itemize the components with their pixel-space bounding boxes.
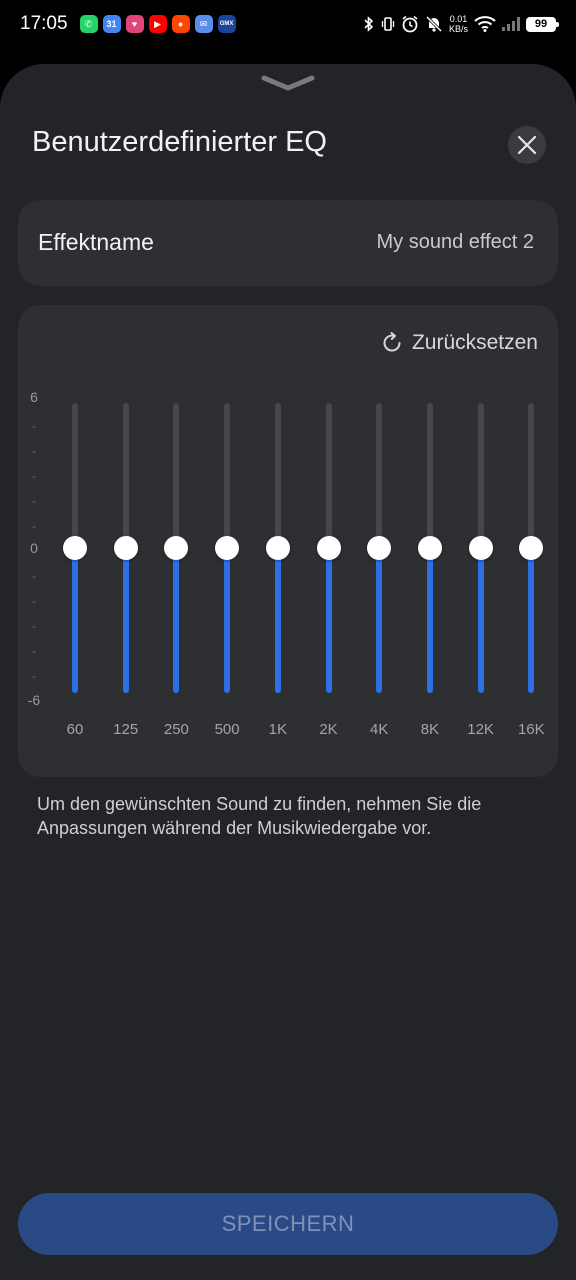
scale-tick: - (32, 444, 36, 458)
page-title: Benutzerdefinierter EQ (32, 126, 327, 158)
network-speed-unit: KB/s (448, 24, 468, 34)
battery-level: 99 (534, 18, 548, 30)
wifi-icon (474, 16, 496, 32)
vibrate-icon (381, 16, 395, 32)
signal-strength-icon (502, 17, 520, 31)
equalizer-panel: Zurücksetzen 6 0 -6 - - - - - - - - - - 60 125 250 5… (18, 305, 558, 777)
reset-label: Zurücksetzen (411, 331, 538, 354)
eq-slider-250[interactable] (156, 403, 196, 693)
status-time: 17:05 (20, 13, 68, 34)
eq-slider-60[interactable] (55, 403, 95, 693)
notification-icons: ✆ 31 ♥ ▶ ● ✉ GMX (79, 15, 236, 33)
network-speed-value: 0.01 (449, 14, 468, 24)
slider-fill (72, 548, 78, 693)
eq-slider-8k[interactable] (410, 403, 450, 693)
reset-button[interactable]: Zurücksetzen (380, 331, 538, 355)
slider-fill (122, 548, 129, 693)
alarm-icon (401, 15, 419, 33)
slider-thumb[interactable] (519, 536, 544, 560)
eq-band-label: 12K (467, 721, 494, 738)
slider-fill (224, 548, 231, 693)
eq-slider-2k[interactable] (309, 403, 349, 693)
slider-fill (528, 548, 535, 693)
scale-tick: - (32, 644, 36, 658)
slider-thumb[interactable] (316, 536, 341, 560)
scale-tick: - (32, 519, 36, 533)
slider-thumb[interactable] (468, 536, 493, 560)
heart-app-icon: ♥ (125, 15, 144, 33)
network-speed: 0.01 KB/s (449, 14, 468, 34)
eq-band-label: 4K (370, 721, 389, 738)
scale-tick: - (32, 469, 36, 483)
eq-band-label: 1K (268, 721, 287, 738)
eq-band-label: 500 (214, 721, 240, 738)
eq-band-label: 250 (163, 721, 189, 738)
slider-thumb[interactable] (63, 536, 87, 560)
slider-thumb[interactable] (164, 536, 189, 560)
scale-tick: - (32, 419, 36, 433)
gmx-icon: GMX (217, 15, 236, 33)
scale-zero-label: 0 (30, 540, 38, 556)
slider-fill (426, 548, 433, 693)
eq-slider-125[interactable] (106, 403, 146, 693)
eq-band-label: 125 (113, 721, 139, 738)
close-icon (517, 135, 537, 155)
status-bar: 17:05 ✆ 31 ♥ ▶ ● ✉ GMX 0.01 KB/s (0, 0, 576, 48)
chevron-down-icon[interactable] (258, 72, 318, 94)
eq-slider-500[interactable] (207, 403, 247, 693)
scale-max-label: 6 (30, 389, 38, 405)
eq-band-label: 60 (66, 721, 84, 738)
battery-icon: 99 (526, 16, 559, 32)
eq-slider-16k[interactable] (511, 403, 551, 693)
effect-name-label: Effektname (38, 229, 154, 255)
hint-text: Um den gewünschten Sound zu finden, nehm… (37, 794, 482, 838)
effect-name-value: My sound effect 2 (376, 231, 535, 253)
mail-icon: ✉ (194, 15, 213, 33)
scale-tick: - (32, 669, 36, 683)
slider-fill (325, 548, 332, 693)
scale-tick: - (32, 619, 36, 633)
eq-band-label: 2K (319, 721, 338, 738)
slider-fill (477, 548, 484, 693)
eq-band-label: 8K (420, 721, 440, 738)
slider-thumb[interactable] (215, 536, 240, 560)
whatsapp-icon: ✆ (79, 15, 98, 33)
slider-fill (274, 548, 281, 693)
bluetooth-icon (363, 16, 375, 32)
slider-thumb[interactable] (113, 536, 138, 560)
scale-min-label: -6 (27, 692, 41, 708)
effect-name-row[interactable]: Effektname My sound effect 2 (18, 200, 558, 286)
calendar-icon: 31 (102, 15, 121, 33)
eq-slider-4k[interactable] (359, 403, 399, 693)
scale-tick: - (32, 569, 36, 583)
eq-band-label: 16K (517, 721, 545, 738)
save-button[interactable]: SPEICHERN (18, 1193, 558, 1255)
scale-tick: - (32, 494, 36, 508)
slider-thumb[interactable] (367, 536, 392, 560)
slider-fill (173, 548, 180, 693)
eq-slider-1k[interactable] (258, 403, 298, 693)
slider-thumb[interactable] (265, 536, 290, 560)
reset-icon (383, 332, 401, 352)
scale-tick: - (32, 594, 36, 608)
slider-fill (376, 548, 383, 693)
mute-notification-icon (425, 15, 443, 33)
eq-bottom-sheet: Benutzerdefinierter EQ Effektname My sou… (0, 64, 576, 1280)
slider-thumb[interactable] (417, 536, 442, 560)
status-right: 0.01 KB/s 99 (363, 14, 559, 34)
reddit-icon: ● (171, 15, 190, 33)
youtube-icon: ▶ (148, 15, 167, 33)
close-button[interactable] (508, 126, 546, 164)
eq-slider-12k[interactable] (461, 403, 501, 693)
status-left: 17:05 ✆ 31 ♥ ▶ ● ✉ GMX (20, 13, 236, 35)
